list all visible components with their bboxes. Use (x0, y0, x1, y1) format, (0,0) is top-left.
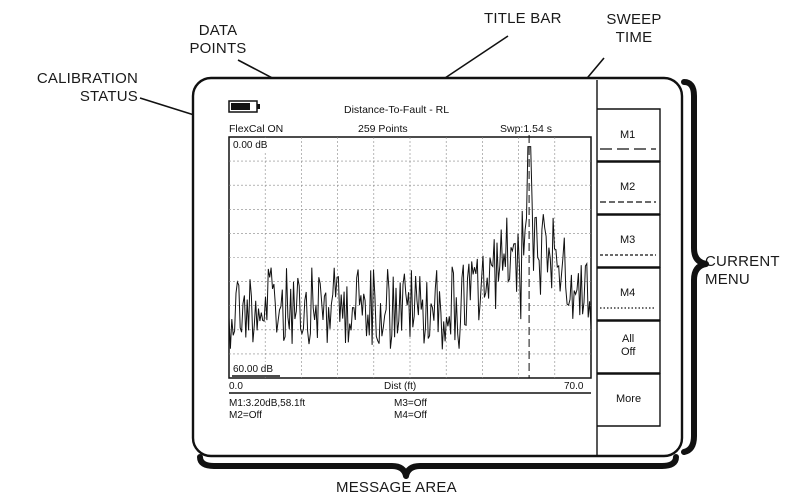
callout-calibration-line1: CALIBRATION (36, 70, 138, 87)
softkey-m4[interactable]: M4 (597, 267, 661, 321)
callout-calibration-line2: STATUS (79, 88, 138, 105)
callout-current-menu-line2: MENU (705, 271, 750, 288)
x-start-label: 0.0 (229, 381, 243, 392)
callout-title-bar: TITLE BAR (484, 10, 562, 27)
data-points-text: 259 Points (358, 123, 408, 135)
callout-data-points: DATA POINTS (178, 22, 258, 58)
message-m2: M2=Off (229, 410, 262, 421)
plot-area: 0.00 dB 60.00 dB (228, 135, 592, 379)
softkey-m2[interactable]: M2 (597, 161, 661, 215)
callout-data-points-line1: DATA (198, 22, 238, 39)
message-m4: M4=Off (394, 410, 427, 421)
softkey-m4-label: M4 (620, 287, 635, 299)
softkey-m3-label: M3 (620, 234, 635, 246)
softkey-more-label: More (616, 393, 641, 405)
softkey-all-off[interactable]: All Off (597, 320, 661, 374)
return-loss-trace (228, 146, 592, 350)
softkey-all-off-line1: All (622, 333, 634, 345)
y-top-label-bg (230, 138, 276, 151)
callout-calibration-status: CALIBRATION STATUS (0, 70, 138, 106)
y-top-label: 0.00 dB (233, 140, 268, 151)
callout-sweep-time-line2: TIME (615, 29, 653, 46)
message-m1: M1:3.20dB,58.1ft (229, 398, 305, 409)
softkey-m3[interactable]: M3 (597, 214, 661, 268)
x-end-label: 70.0 (564, 381, 584, 392)
title-bar-text: Distance-To-Fault - RL (344, 104, 449, 116)
softkey-m1[interactable]: M1 (597, 108, 661, 162)
callout-current-menu-line1: CURRENT (705, 253, 780, 270)
x-axis-title: Dist (ft) (384, 381, 416, 392)
callout-sweep-time: SWEEP TIME (594, 11, 674, 47)
softkey-m1-label: M1 (620, 129, 635, 141)
y-bottom-label-bg (230, 362, 280, 376)
message-brace (197, 454, 679, 479)
callout-current-menu: CURRENT MENU (705, 253, 780, 289)
sweep-time-text: Swp:1.54 s (500, 123, 552, 135)
softkey-m2-label: M2 (620, 181, 635, 193)
soft-key-menu: M1 M2 M3 M4 All Off More (596, 80, 661, 456)
y-bottom-label: 60.00 dB (233, 364, 273, 375)
callout-sweep-time-line1: SWEEP (606, 11, 662, 28)
battery-icon (228, 100, 260, 113)
calibration-status-text: FlexCal ON (229, 123, 283, 135)
menu-brace (681, 79, 709, 455)
plot-grid (229, 137, 591, 378)
softkey-all-off-line2: Off (621, 346, 636, 358)
callout-message-area: MESSAGE AREA (336, 479, 457, 496)
softkey-more[interactable]: More (597, 373, 661, 427)
callout-data-points-line2: POINTS (189, 40, 247, 57)
message-m3: M3=Off (394, 398, 427, 409)
